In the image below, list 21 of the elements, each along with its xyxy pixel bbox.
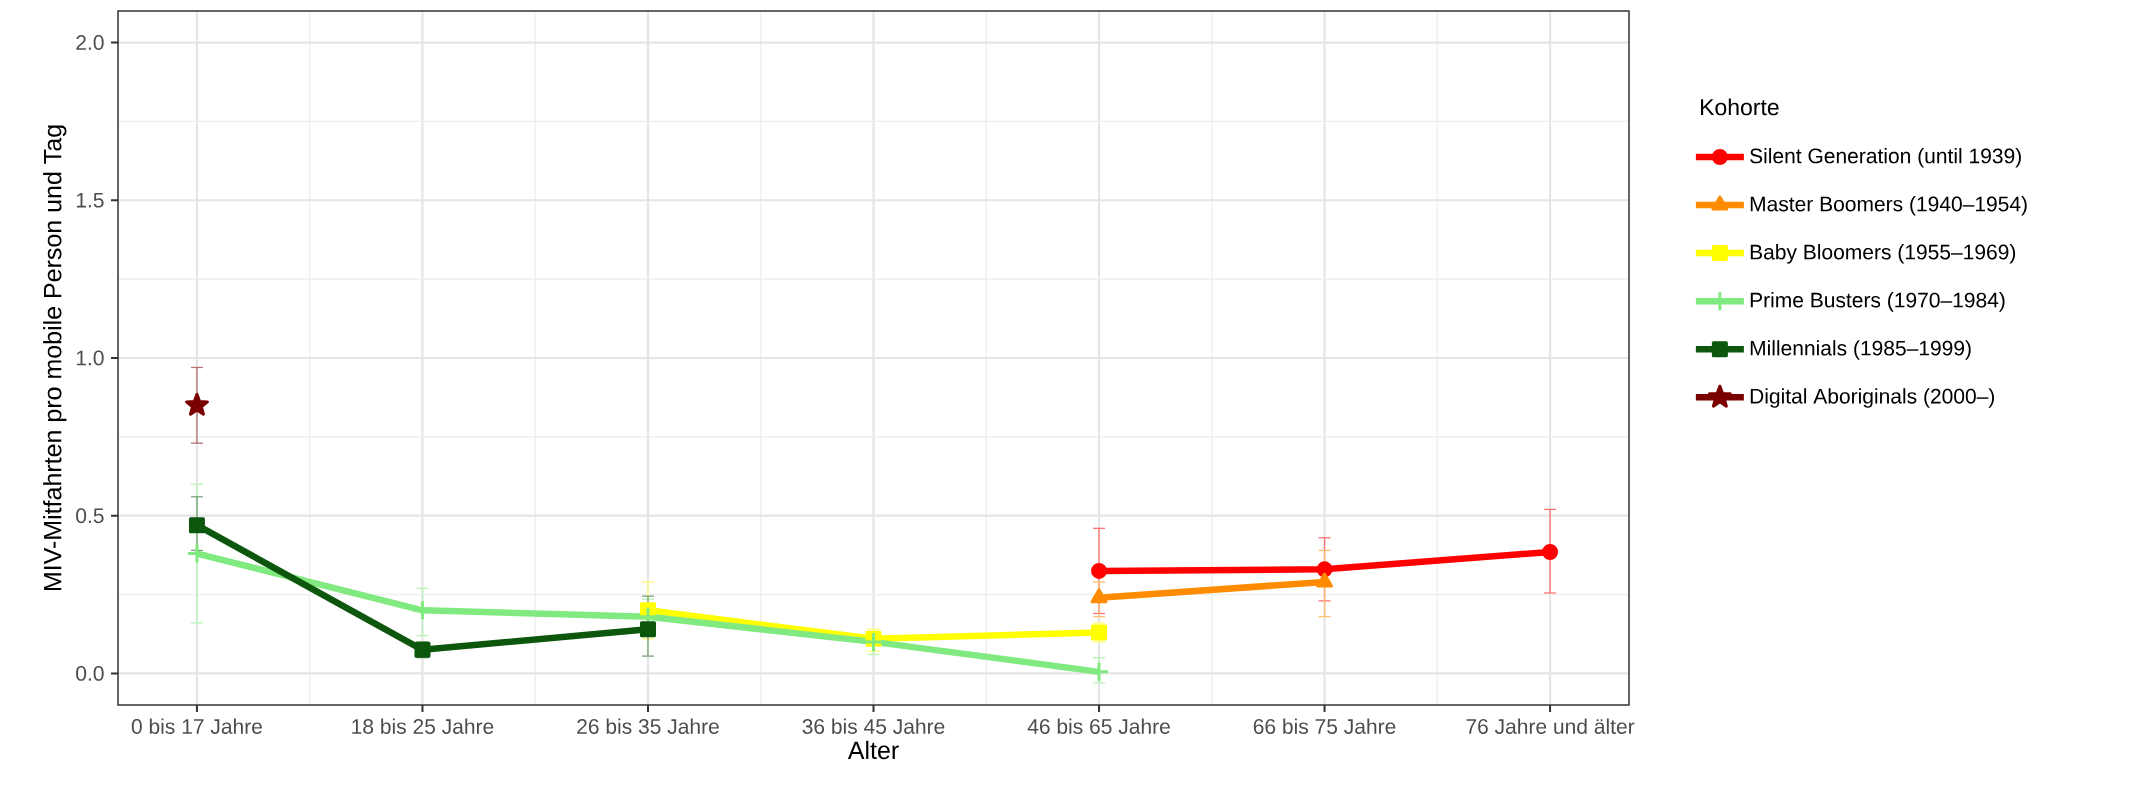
x-axis-title: Alter	[847, 740, 899, 760]
legend-label: Master Boomers (1940–1954)	[1750, 196, 2027, 216]
y-tick-label: 2.0	[76, 35, 104, 50]
legend-label: Prime Busters (1970–1984)	[1750, 292, 2005, 312]
x-tick-label: 46 bis 65 Jahre	[1027, 718, 1170, 734]
x-tick-label: 36 bis 45 Jahre	[802, 718, 945, 734]
y-tick-label: 1.0	[76, 350, 104, 366]
x-tick-label: 18 bis 25 Jahre	[352, 718, 494, 734]
legend-label: Millennials (1985–1999)	[1750, 340, 1971, 360]
y-tick-label: 0.0	[76, 666, 104, 681]
x-tick-label: 66 bis 75 Jahre	[1253, 718, 1396, 734]
legend-label: Silent Generation (until 1939)	[1750, 147, 2021, 168]
legend-title: Kohorte	[1701, 98, 1779, 116]
x-tick-label: 26 bis 35 Jahre	[577, 718, 719, 734]
legend-label: Digital Aboriginals (2000–)	[1750, 388, 1995, 408]
legend-label: Baby Bloomers (1955–1969)	[1750, 244, 2016, 264]
y-tick-label: 1.5	[76, 192, 104, 208]
y-axis-title: MIV-Mitfahrten pro mobile Person und Tag	[43, 125, 67, 591]
x-tick-label: 76 Jahre und älter	[1466, 718, 1635, 734]
y-tick-label: 0.5	[76, 508, 104, 524]
x-tick-label: 0 bis 17 Jahre	[131, 718, 262, 734]
